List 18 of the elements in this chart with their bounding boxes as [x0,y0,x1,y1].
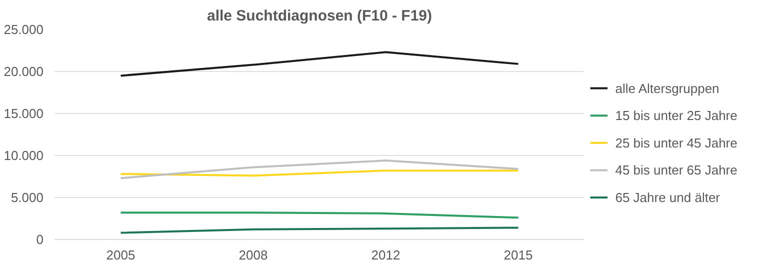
y-tick-label: 25.000 [4,22,44,37]
legend-label: 15 bis unter 25 Jahre [615,108,738,124]
x-tick-label: 2005 [106,248,136,262]
legend-label: alle Altersgruppen [615,80,720,96]
legend-label: 25 bis unter 45 Jahre [615,135,738,150]
x-tick-label: 2012 [371,248,400,262]
y-tick-label: 5.000 [10,190,44,205]
chart-title: alle Suchtdiagnosen (F10 - F19) [206,8,432,24]
legend-label: 65 Jahre und älter [615,190,721,205]
line-series [120,160,520,180]
y-tick-label: 15.000 [4,106,44,121]
x-tick-label: 2008 [238,248,268,262]
x-tick-label: 2015 [504,248,533,262]
legend-label: 45 bis unter 65 Jahre [615,162,738,178]
y-tick-label: 0 [36,232,44,247]
line-series [120,51,520,77]
y-tick-label: 20.000 [4,64,44,79]
y-tick-label: 10.000 [4,148,44,163]
